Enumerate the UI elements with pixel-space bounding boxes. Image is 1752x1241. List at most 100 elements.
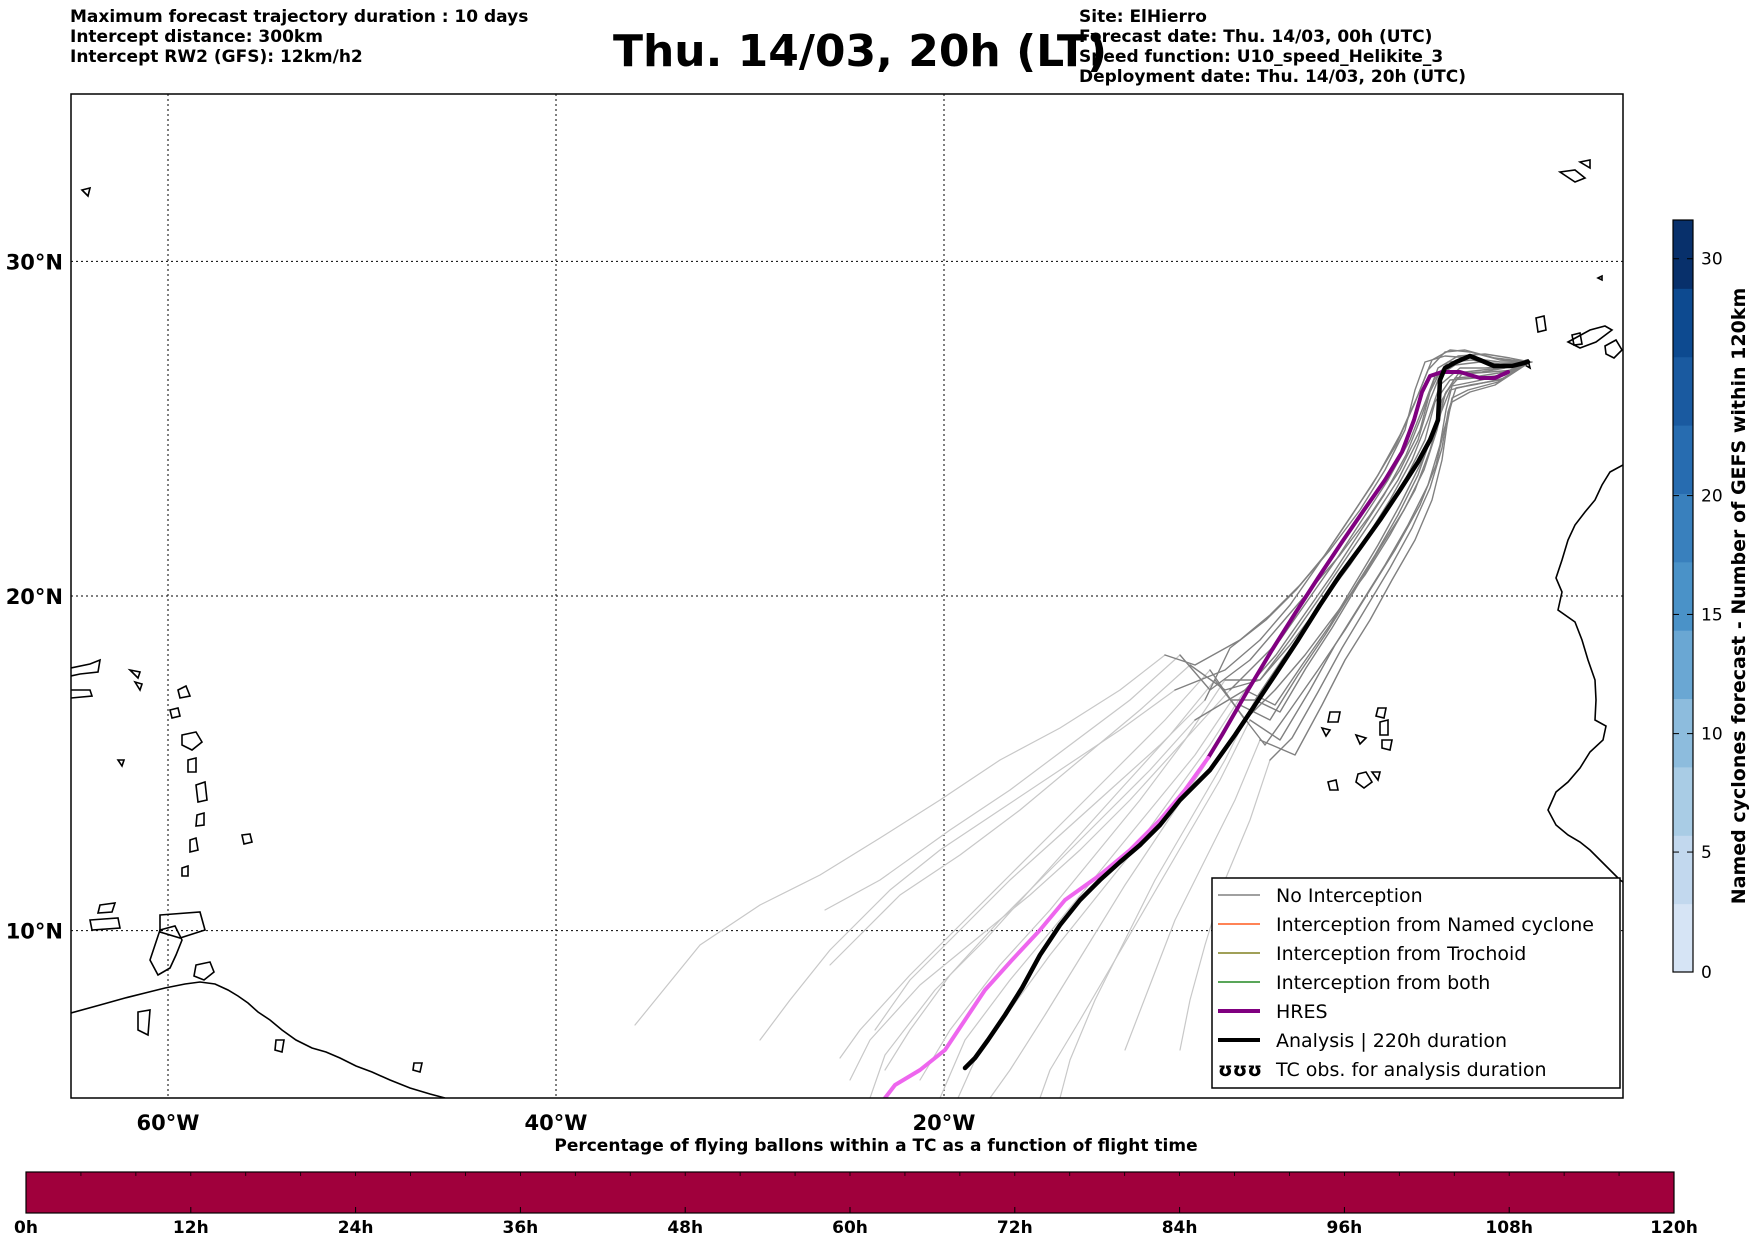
coastline-antilles-4: [195, 811, 205, 827]
lon-tick-label: 60°W: [137, 1111, 200, 1135]
coastline-canary-4: [1604, 338, 1623, 359]
legend: No Interception Interception from Named c…: [1211, 877, 1621, 1089]
coastline-antilles-1: [181, 731, 204, 751]
bottom-colorbar-fill: [25, 1171, 1675, 1214]
legend-box: [1211, 877, 1621, 1089]
right-colorbar-block: [1673, 766, 1693, 836]
lon-tick-label: 20°W: [913, 1111, 976, 1135]
right-colorbar-tick-label: 15: [1701, 605, 1723, 625]
coastline-island-b: [89, 917, 121, 931]
coastline-canary-2: [1571, 332, 1583, 346]
hres-trajectory: [1206, 370, 1510, 760]
bottom-colorbar-tick-label: 108h: [1485, 1218, 1533, 1238]
bottom-colorbar: 0h 12h 24h 36h 48h 60h 72h 84h 96h 108h 120h: [14, 1171, 1698, 1238]
coastline-canary-3: [1566, 325, 1614, 349]
coastline-virgin-islands: [71, 689, 94, 699]
ensemble-late-17: [884, 719, 1196, 1071]
ensemble-late-15: [1059, 699, 1256, 1098]
map-frame: [70, 93, 1624, 1099]
coastline-canary-6: [1596, 274, 1603, 282]
bottom-colorbar-tick-label: 60h: [832, 1218, 868, 1238]
right-colorbar-block: [1673, 288, 1693, 358]
lat-tick-label: 30°N: [6, 250, 63, 274]
right-colorbar-block: [1673, 698, 1693, 768]
coastline-antilles-3: [195, 780, 208, 803]
bottom-colorbar-tick-label: 72h: [997, 1218, 1033, 1238]
coastline-island-c: [137, 1009, 151, 1037]
header-left-info: Maximum forecast trajectory duration : 1…: [70, 7, 528, 67]
header-right-info: Site: ElHierro Forecast date: Thu. 14/03…: [1079, 7, 1466, 87]
bottom-colorbar-tick-label: 96h: [1327, 1218, 1363, 1238]
coastline-cape-verde-3: [1379, 718, 1389, 736]
bottom-colorbar-ticks: 0h 12h 24h 36h 48h 60h 72h 84h 96h 108h 120h: [14, 1207, 1698, 1238]
coastline-island-a: [96, 902, 117, 914]
coastline-antilles-5: [189, 836, 199, 854]
header-site: Site: ElHierro: [1079, 7, 1207, 27]
ensemble-5: [1214, 361, 1531, 746]
bottom-colorbar-tick-label: 24h: [338, 1218, 374, 1238]
right-colorbar-tick-label: 10: [1701, 725, 1723, 745]
bottom-colorbar-tick-label: 120h: [1650, 1218, 1698, 1238]
coastline-islet-top: [80, 186, 92, 198]
bottom-colorbar-tick-label: 0h: [14, 1218, 38, 1238]
coastline-gulf-paria: [149, 925, 183, 977]
bottom-colorbar-tick-label: 48h: [667, 1218, 703, 1238]
right-colorbar-label: Named cyclones forecast - Number of GEFS…: [1728, 288, 1750, 905]
coastline-antilles-8: [169, 707, 181, 719]
bottom-colorbar-minor-ticks: [80, 1172, 1620, 1176]
right-colorbar-tick-label: 0: [1701, 963, 1712, 983]
ensemble-late-13: [874, 699, 1206, 1031]
coastline-cape-verde-7: [1327, 779, 1339, 791]
ensemble-11: [1204, 349, 1531, 701]
coastline-madeira: [1557, 169, 1587, 183]
ensemble-late-12: [849, 689, 1231, 1081]
right-colorbar-block: [1673, 561, 1693, 631]
coastline-antilles-7: [241, 833, 253, 845]
right-colorbar-frame: [1672, 219, 1694, 973]
right-colorbar-blocks: [1673, 220, 1693, 973]
coastline-cape-verde-6: [1320, 726, 1332, 738]
ensemble-6: [1224, 361, 1531, 681]
bottom-colorbar-tick-label: 84h: [1162, 1218, 1198, 1238]
coastline-antilles-2: [187, 756, 197, 773]
lon-tick-label: 40°W: [525, 1111, 588, 1135]
bottom-colorbar-tick-label: 12h: [173, 1218, 209, 1238]
header-max-duration: Maximum forecast trajectory duration : 1…: [70, 7, 529, 27]
header-speed-function: Speed function: U10_speed_Helikite_3: [1079, 47, 1444, 67]
bottom-colorbar-tick-label: 36h: [503, 1218, 539, 1238]
lat-tick-label: 20°N: [6, 585, 63, 609]
right-colorbar-tick-label: 5: [1701, 843, 1712, 863]
lat-tick-label: 10°N: [6, 920, 63, 944]
coastline-antilles-12: [116, 759, 126, 768]
right-colorbar-block: [1673, 630, 1693, 700]
right-colorbar-block: [1673, 425, 1693, 494]
coastline-south-america: [71, 981, 446, 1098]
ensemble-segments: [1164, 349, 1533, 761]
ensemble-10: [1259, 361, 1531, 756]
coastline-puerto-rico: [71, 658, 102, 677]
coastline-africa: [1547, 464, 1623, 883]
ensemble-late-3: [829, 664, 1191, 966]
coastline-antilles-10: [127, 668, 142, 680]
ensemble-late-4: [839, 669, 1211, 1059]
axis-labels: 60°W 40°W 20°W 30°N 20°N 10°N: [6, 250, 976, 1135]
ensemble-late-16: [759, 689, 1176, 1041]
right-colorbar-block: [1673, 220, 1693, 289]
bottom-colorbar-title: Percentage of flying ballons within a TC…: [554, 1136, 1198, 1156]
header-intercept-distance: Intercept distance: 300km: [70, 27, 323, 47]
coastline-island-e: [412, 1062, 423, 1074]
ensemble-late-2: [824, 654, 1181, 911]
ensemble-13: [1244, 361, 1531, 706]
ensemble-15: [1174, 349, 1531, 691]
ensemble-17: [1269, 361, 1531, 761]
legend-items: No Interception Interception from Named c…: [1218, 885, 1594, 1081]
legend-label: TC obs. for analysis duration: [1275, 1059, 1547, 1081]
ensemble-late-9: [1039, 719, 1251, 1098]
ensemble-9: [1249, 361, 1531, 741]
coastline-cape-verde-2: [1375, 707, 1387, 719]
analysis-trajectory: [962, 353, 1531, 1071]
legend-label: HRES: [1276, 1001, 1328, 1023]
coastline-cape-verde-1: [1327, 711, 1341, 723]
ensemble-late-segments: [634, 654, 1271, 1098]
